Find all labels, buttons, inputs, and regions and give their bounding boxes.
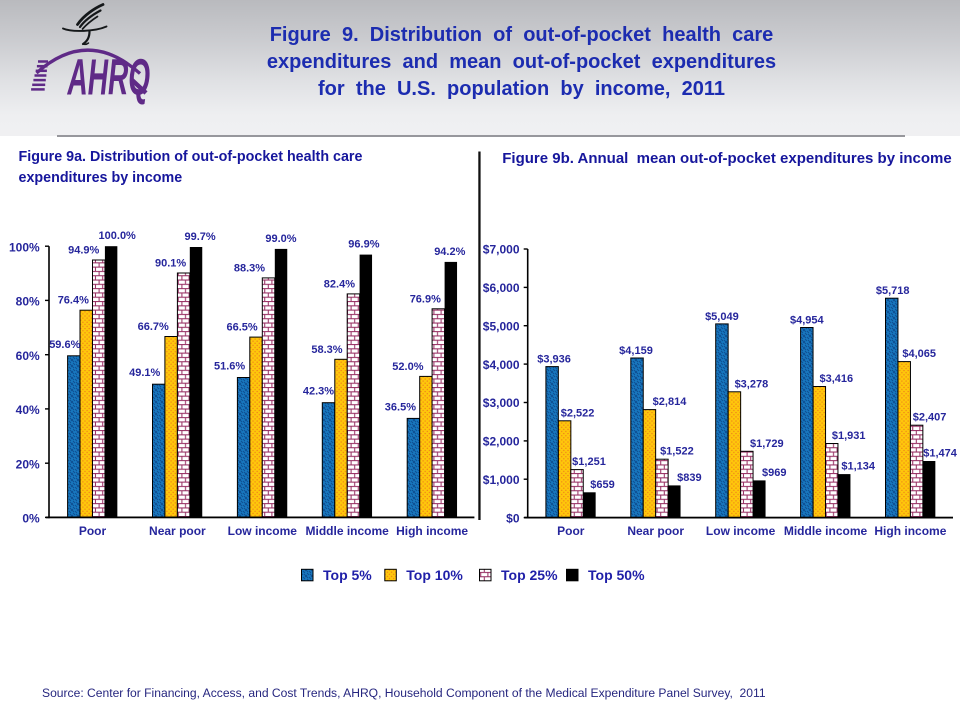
svg-text:Middle income: Middle income — [784, 524, 868, 538]
svg-text:42.3%: 42.3% — [303, 386, 334, 398]
svg-text:$4,065: $4,065 — [902, 348, 936, 360]
svg-text:$2,407: $2,407 — [913, 412, 947, 424]
svg-text:80%: 80% — [16, 295, 40, 309]
svg-text:20%: 20% — [16, 457, 40, 471]
svg-text:$2,522: $2,522 — [561, 407, 595, 419]
svg-text:100.0%: 100.0% — [99, 230, 137, 242]
svg-text:$6,000: $6,000 — [483, 281, 520, 295]
svg-text:$3,278: $3,278 — [735, 378, 769, 390]
svg-text:66.7%: 66.7% — [138, 321, 169, 333]
svg-text:$1,134: $1,134 — [841, 461, 876, 473]
svg-text:$659: $659 — [590, 479, 614, 491]
svg-text:$839: $839 — [677, 472, 701, 484]
svg-text:99.7%: 99.7% — [184, 231, 215, 243]
svg-text:51.6%: 51.6% — [214, 361, 245, 373]
svg-text:High income: High income — [396, 524, 468, 538]
svg-text:Near poor: Near poor — [149, 524, 206, 538]
svg-text:$1,000: $1,000 — [483, 473, 520, 487]
svg-text:40%: 40% — [16, 403, 40, 417]
svg-text:$4,159: $4,159 — [619, 345, 653, 357]
svg-text:Top 25%: Top 25% — [501, 567, 558, 583]
svg-text:58.3%: 58.3% — [311, 344, 342, 356]
svg-text:Near poor: Near poor — [627, 524, 684, 538]
svg-text:88.3%: 88.3% — [234, 262, 265, 274]
svg-text:Top 50%: Top 50% — [588, 567, 645, 583]
svg-text:AHRQ: AHRQ — [67, 49, 150, 106]
svg-text:$5,049: $5,049 — [705, 311, 739, 323]
svg-text:$5,718: $5,718 — [876, 285, 910, 297]
svg-text:99.0%: 99.0% — [265, 233, 296, 245]
svg-text:$2,814: $2,814 — [653, 396, 688, 408]
svg-text:60%: 60% — [16, 349, 40, 363]
svg-text:82.4%: 82.4% — [324, 278, 355, 290]
svg-text:$2,000: $2,000 — [483, 435, 520, 449]
svg-text:$1,474: $1,474 — [923, 448, 958, 460]
svg-text:76.4%: 76.4% — [58, 295, 89, 307]
svg-text:$1,522: $1,522 — [660, 446, 694, 458]
svg-text:Top 10%: Top 10% — [406, 567, 463, 583]
svg-text:Poor: Poor — [79, 524, 107, 538]
svg-text:$3,936: $3,936 — [537, 354, 571, 366]
svg-text:$4,954: $4,954 — [790, 315, 825, 327]
svg-text:$5,000: $5,000 — [483, 319, 520, 333]
svg-text:36.5%: 36.5% — [385, 401, 416, 413]
svg-text:$1,251: $1,251 — [572, 456, 606, 468]
svg-text:96.9%: 96.9% — [348, 239, 379, 251]
svg-text:100%: 100% — [9, 240, 40, 254]
svg-text:59.6%: 59.6% — [49, 339, 80, 351]
svg-text:High income: High income — [874, 524, 946, 538]
svg-text:$1,931: $1,931 — [832, 430, 866, 442]
svg-text:76.9%: 76.9% — [410, 293, 441, 305]
svg-text:$3,000: $3,000 — [483, 396, 520, 410]
svg-text:Low income: Low income — [706, 524, 776, 538]
svg-text:49.1%: 49.1% — [129, 367, 160, 379]
svg-text:$7,000: $7,000 — [483, 243, 520, 257]
svg-text:$4,000: $4,000 — [483, 358, 520, 372]
svg-text:94.2%: 94.2% — [434, 246, 465, 258]
svg-text:Top 5%: Top 5% — [323, 567, 372, 583]
svg-text:52.0%: 52.0% — [392, 361, 423, 373]
svg-text:Middle income: Middle income — [306, 524, 390, 538]
svg-text:90.1%: 90.1% — [155, 258, 186, 270]
svg-text:Poor: Poor — [557, 524, 585, 538]
svg-text:$3,416: $3,416 — [819, 373, 853, 385]
svg-text:66.5%: 66.5% — [226, 322, 257, 334]
svg-text:$0: $0 — [506, 511, 520, 525]
svg-text:$1,729: $1,729 — [750, 438, 784, 450]
svg-text:0%: 0% — [22, 512, 40, 526]
svg-text:$969: $969 — [762, 467, 786, 479]
svg-text:Low income: Low income — [228, 524, 298, 538]
svg-text:94.9%: 94.9% — [68, 245, 99, 257]
